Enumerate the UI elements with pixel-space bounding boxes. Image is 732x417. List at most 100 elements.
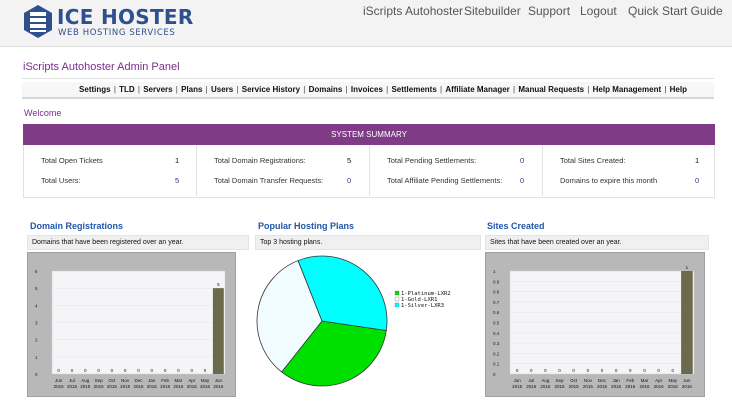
- menu-item-invoices[interactable]: Invoices: [350, 85, 383, 94]
- data-label: 0: [629, 368, 632, 373]
- legend-swatch: [394, 296, 400, 302]
- menu-item-help[interactable]: Help: [669, 85, 687, 94]
- menu-item-settlements[interactable]: Settlements: [391, 85, 437, 94]
- top-nav-sitebuilder[interactable]: Sitebuilder: [464, 4, 521, 18]
- x-tick-label: Jul: [528, 378, 534, 383]
- server-stack-icon: [24, 5, 52, 38]
- x-tick-label: Nov: [121, 378, 130, 383]
- x-tick-label: 2015: [67, 384, 78, 389]
- legend-label: 1-Gold-LXR1: [401, 297, 437, 303]
- top-nav-logout[interactable]: Logout: [580, 4, 617, 18]
- summary-value[interactable]: 5: [175, 176, 180, 185]
- y-tick-label: 0.1: [493, 362, 500, 367]
- y-tick-label: 0: [493, 372, 496, 377]
- y-tick-label: 5: [35, 286, 38, 291]
- x-tick-label: 2016: [187, 384, 198, 389]
- menu-item-users[interactable]: Users: [210, 85, 234, 94]
- x-tick-label: 2015: [583, 384, 594, 389]
- menu-item-domains[interactable]: Domains: [308, 85, 343, 94]
- widget-title: Popular Hosting Plans: [258, 221, 355, 231]
- summary-label: Domains to expire this month: [560, 176, 658, 185]
- x-tick-label: Jun: [683, 378, 691, 383]
- y-tick-label: 0.8: [493, 290, 500, 295]
- page-title: iScripts Autohoster Admin Panel: [23, 61, 180, 73]
- bar: [212, 288, 224, 374]
- data-label: 0: [151, 368, 154, 373]
- menu-separator: |: [343, 85, 350, 94]
- data-label: 0: [643, 368, 646, 373]
- x-tick-label: Dec: [134, 378, 143, 383]
- x-tick-label: Jul: [69, 378, 75, 383]
- legend-label: 1-Silver-LXR3: [401, 303, 444, 309]
- menu-item-help-management[interactable]: Help Management: [592, 85, 662, 94]
- menu-separator: |: [301, 85, 308, 94]
- x-tick-label: 2016: [668, 384, 679, 389]
- menu-item-service-history[interactable]: Service History: [241, 85, 301, 94]
- x-tick-label: Mar: [641, 378, 649, 383]
- x-tick-label: Feb: [161, 378, 169, 383]
- x-tick-label: Nov: [584, 378, 593, 383]
- x-tick-label: Oct: [108, 378, 116, 383]
- x-tick-label: 2015: [133, 384, 144, 389]
- bar-chart-svg: 0123456Jun20150Jul20150Aug20150Sep20150O…: [35, 269, 226, 389]
- summary-label: Total Affiliate Pending Settlements:: [387, 176, 503, 185]
- admin-menu: Settings | TLD | Servers | Plans | Users…: [22, 82, 714, 99]
- x-tick-label: 2016: [682, 384, 693, 389]
- y-tick-label: 1: [493, 269, 496, 274]
- summary-value[interactable]: 0: [695, 176, 700, 185]
- menu-item-manual-requests[interactable]: Manual Requests: [518, 85, 585, 94]
- x-tick-label: Sep: [95, 378, 104, 383]
- menu-item-servers[interactable]: Servers: [143, 85, 173, 94]
- x-tick-label: Jun: [55, 378, 63, 383]
- summary-row-affiliate-settlements: Total Affiliate Pending Settlements: 0: [370, 176, 542, 188]
- bar: [681, 271, 693, 374]
- top-nav-support[interactable]: Support: [528, 4, 571, 18]
- menu-separator: |: [203, 85, 210, 94]
- data-label: 0: [204, 368, 207, 373]
- y-tick-label: 0.9: [493, 279, 500, 284]
- x-tick-label: 2015: [80, 384, 91, 389]
- x-tick-label: 2016: [639, 384, 650, 389]
- x-tick-label: 2015: [555, 384, 566, 389]
- summary-value[interactable]: 5: [347, 156, 352, 165]
- menu-item-tld[interactable]: TLD: [119, 85, 135, 94]
- y-tick-label: 0.7: [493, 300, 500, 305]
- summary-value[interactable]: 0: [347, 176, 352, 185]
- y-tick-label: 0.4: [493, 331, 500, 336]
- data-label: 0: [530, 368, 533, 373]
- y-tick-label: 0: [35, 372, 38, 377]
- x-tick-label: 2015: [540, 384, 551, 389]
- x-tick-label: 2016: [654, 384, 665, 389]
- data-label: 0: [84, 368, 87, 373]
- summary-label: Total Domain Registrations:: [214, 156, 306, 165]
- pie-slice: [297, 255, 388, 331]
- sites-created-chart: 0 0.1 0.2 0.3 0.4 0.5 0.6 0.7 0.8 0.9 1 Jun 2015 0 Jul…: [485, 252, 705, 397]
- summary-row-open-tickets: Total Open Tickets 1: [24, 156, 196, 168]
- data-label: 0: [111, 368, 114, 373]
- data-label: 0: [177, 368, 180, 373]
- summary-value[interactable]: 0: [520, 176, 525, 185]
- menu-item-settings[interactable]: Settings: [79, 85, 111, 94]
- x-tick-label: 2016: [173, 384, 184, 389]
- y-tick-label: 3: [35, 321, 38, 326]
- widget-description: Domains that have been registered over a…: [27, 235, 249, 250]
- summary-value[interactable]: 1: [695, 156, 700, 165]
- data-label: 0: [137, 368, 140, 373]
- summary-value[interactable]: 1: [175, 156, 180, 165]
- widget-description: Top 3 hosting plans.: [255, 235, 481, 250]
- data-label: 0: [615, 368, 618, 373]
- x-tick-label: 2015: [597, 384, 608, 389]
- bar-chart-svg: 00.10.20.30.40.50.60.70.80.91Jun20150Jul…: [493, 265, 695, 389]
- data-label: 0: [601, 368, 604, 373]
- menu-item-affiliate-manager[interactable]: Affiliate Manager: [445, 85, 510, 94]
- top-nav-quick-start-guide[interactable]: Quick Start Guide: [628, 4, 723, 18]
- brand-name: ICE HOSTER: [57, 5, 194, 29]
- summary-row-domains-expire: Domains to expire this month 0: [543, 176, 716, 188]
- top-nav-autohoster[interactable]: iScripts Autohoster: [363, 4, 464, 18]
- menu-separator: |: [662, 85, 669, 94]
- data-label: 0: [190, 368, 193, 373]
- summary-value[interactable]: 0: [520, 156, 525, 165]
- menu-item-plans[interactable]: Plans: [181, 85, 203, 94]
- x-tick-label: Aug: [541, 378, 550, 383]
